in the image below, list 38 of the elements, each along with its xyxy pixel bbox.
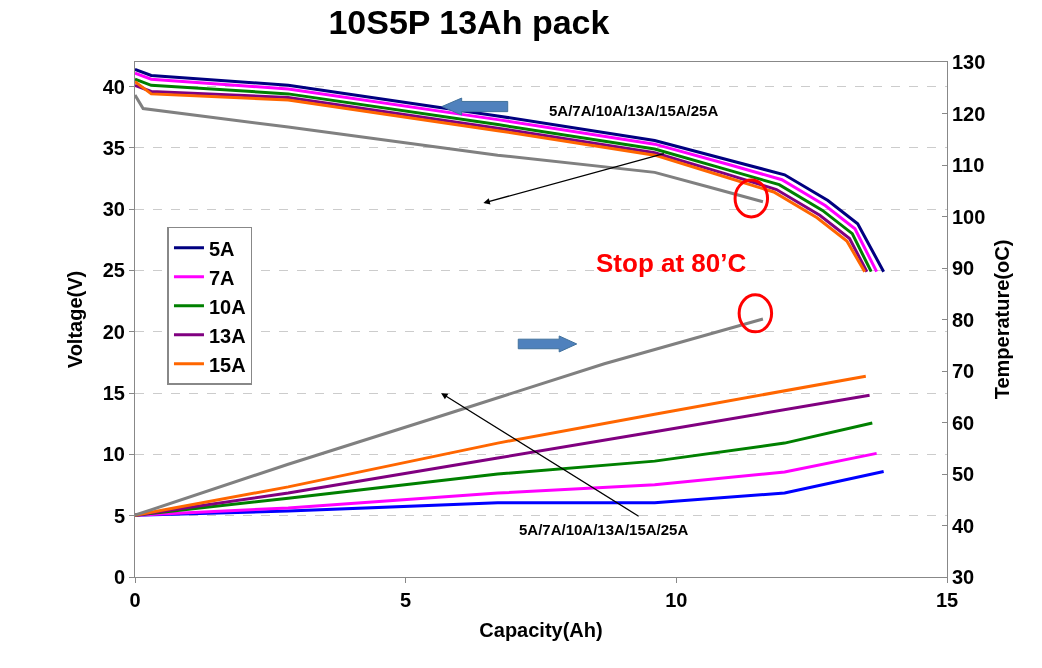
y2-tick-label: 40: [952, 514, 975, 537]
legend-label: 7A: [208, 266, 235, 289]
y-tick-label: 0: [113, 566, 125, 588]
y2-tick-label: 120: [952, 102, 986, 125]
y2-tick-label: 60: [952, 411, 975, 434]
legend-label: 15A: [208, 353, 246, 376]
y-axis-title: Voltage(V): [64, 270, 87, 369]
line-series: [135, 451, 879, 517]
y2-tick-label: 100: [952, 205, 986, 228]
y2-tick-label: 70: [952, 360, 975, 382]
y-tick-label: 5: [113, 504, 125, 527]
x-tick-label: 10: [665, 589, 688, 611]
y2-tick-label: 110: [952, 154, 985, 176]
y2-tick-label: 90: [952, 257, 975, 279]
annotation: 5A/7A/10A/13A/15A/25A: [549, 102, 719, 119]
y-tick-label: 10: [102, 443, 125, 466]
y-tick-label: 25: [102, 259, 125, 282]
legend-label: 10A: [208, 295, 246, 318]
chart-title: 10S5P 13Ah pack: [328, 2, 610, 41]
legend-label: 13A: [208, 324, 246, 347]
y2-tick-label: 130: [952, 51, 986, 73]
y2-tick-label: 30: [952, 566, 975, 588]
y-tick-label: 15: [102, 382, 125, 405]
x-axis-title: Capacity(Ah): [479, 618, 603, 641]
y2-tick-label: 80: [952, 308, 975, 331]
y2-axis-title: Temperature(oC): [990, 239, 1013, 400]
line-series: [135, 421, 874, 517]
legend-label: 5A: [208, 237, 235, 260]
annotation: 5A/7A/10A/13A/15A/25A: [519, 521, 689, 538]
x-tick-label: 15: [935, 589, 959, 611]
y-tick-label: 30: [102, 198, 125, 221]
x-tick-label: 5: [400, 589, 412, 611]
y-tick-label: 35: [102, 136, 125, 159]
annotation: Stop at 80’C: [596, 248, 747, 278]
y-tick-label: 40: [102, 75, 125, 98]
y2-tick-label: 50: [952, 463, 975, 485]
y-tick-label: 20: [102, 320, 125, 343]
x-tick-label: 0: [129, 589, 141, 611]
